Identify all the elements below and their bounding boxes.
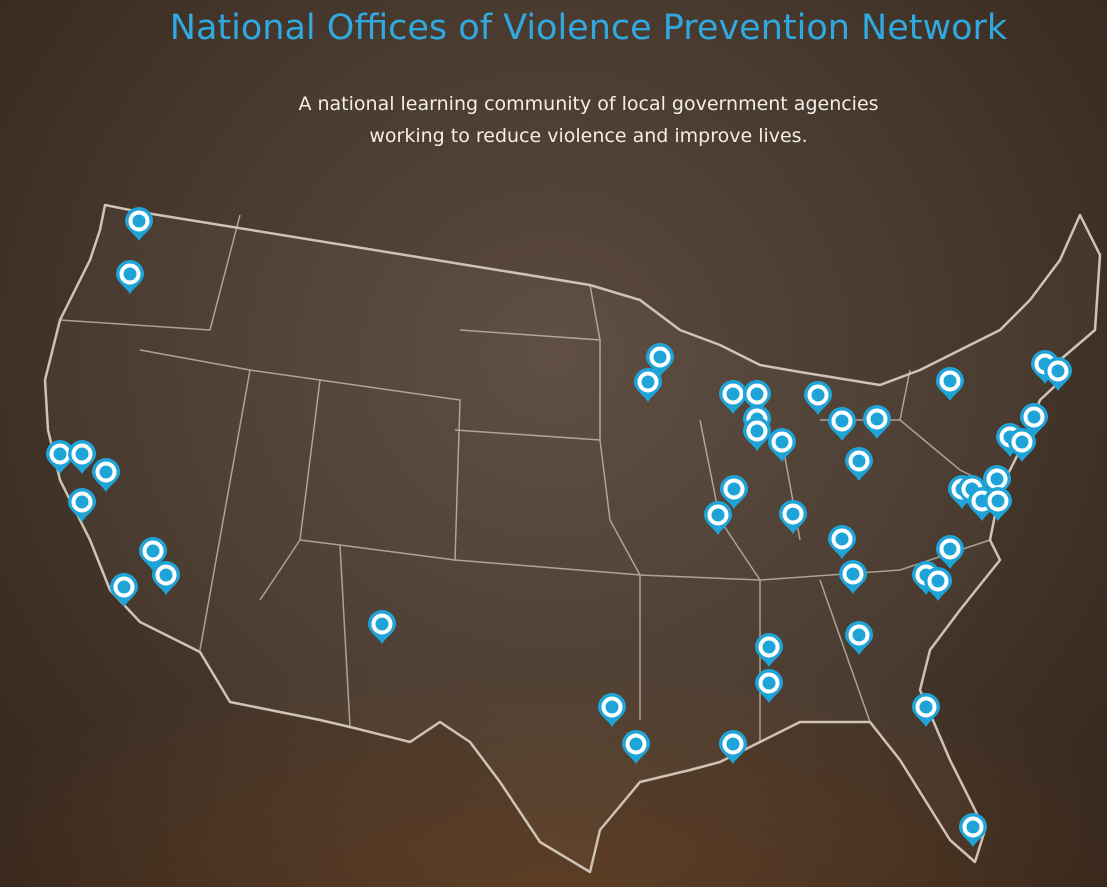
location-pin[interactable] [779,500,807,534]
location-pin[interactable] [755,669,783,703]
location-pin[interactable] [984,487,1012,521]
location-pin[interactable] [959,813,987,847]
pins [46,207,1072,847]
location-pin[interactable] [634,368,662,402]
location-pin[interactable] [92,458,120,492]
pin-ring [71,491,93,513]
location-pin[interactable] [704,501,732,535]
pin-ring [128,210,150,232]
location-pin[interactable] [912,693,940,727]
pin-ring [1047,360,1069,382]
subtitle: A national learning community of local g… [0,88,1107,152]
location-pin[interactable] [924,567,952,601]
pin-ring [848,450,870,472]
location-pin[interactable] [125,207,153,241]
location-pin[interactable] [863,405,891,439]
location-pin[interactable] [839,560,867,594]
pin-ring [119,263,141,285]
pin-ring [746,383,768,405]
pin-ring [939,538,961,560]
location-pin[interactable] [936,535,964,569]
location-pin[interactable] [646,343,674,377]
us-outline [43,203,1102,874]
pin-ring [649,346,671,368]
location-pin[interactable] [110,573,138,607]
location-pin[interactable] [755,633,783,667]
pin-ring [707,504,729,526]
pin-ring [987,490,1009,512]
pin-ring [771,431,793,453]
location-pin[interactable] [1008,428,1036,462]
location-pin[interactable] [804,381,832,415]
location-pin[interactable] [598,693,626,727]
pin-ring [1023,406,1045,428]
location-pin[interactable] [828,407,856,441]
location-pin[interactable] [845,621,873,655]
location-pin[interactable] [845,447,873,481]
location-pin[interactable] [828,525,856,559]
pin-ring [782,503,804,525]
location-pin[interactable] [368,610,396,644]
location-pin[interactable] [68,440,96,474]
pin-ring [1011,431,1033,453]
pin-ring [113,576,135,598]
pin-ring [625,733,647,755]
pin-ring [371,613,393,635]
pin-ring [939,370,961,392]
pin-ring [142,540,164,562]
location-pin[interactable] [719,380,747,414]
pin-ring [842,563,864,585]
location-pin[interactable] [936,367,964,401]
location-pin[interactable] [719,730,747,764]
pin-ring [758,672,780,694]
pin-ring [848,624,870,646]
pin-ring [915,696,937,718]
pin-ring [723,478,745,500]
location-pin[interactable] [622,730,650,764]
pin-ring [722,383,744,405]
pin-ring [758,636,780,658]
pin-ring [71,443,93,465]
pin-ring [637,371,659,393]
pin-ring [155,564,177,586]
location-pin[interactable] [743,380,771,414]
subtitle-line: working to reduce violence and improve l… [369,125,808,147]
location-pin[interactable] [768,428,796,462]
location-pin[interactable] [116,260,144,294]
location-pin[interactable] [743,417,771,451]
pin-ring [746,420,768,442]
location-pin[interactable] [720,475,748,509]
pin-ring [962,816,984,838]
location-pin[interactable] [1044,357,1072,391]
pin-ring [601,696,623,718]
subtitle-line: A national learning community of local g… [298,93,879,115]
location-pin[interactable] [152,561,180,595]
pin-ring [866,408,888,430]
pin-ring [831,528,853,550]
pin-ring [807,384,829,406]
pin-ring [722,733,744,755]
pin-ring [831,410,853,432]
pin-ring [95,461,117,483]
location-pin[interactable] [1020,403,1048,437]
title: National Offices of Violence Prevention … [169,8,1008,48]
location-pin[interactable] [68,488,96,522]
pin-ring [927,570,949,592]
